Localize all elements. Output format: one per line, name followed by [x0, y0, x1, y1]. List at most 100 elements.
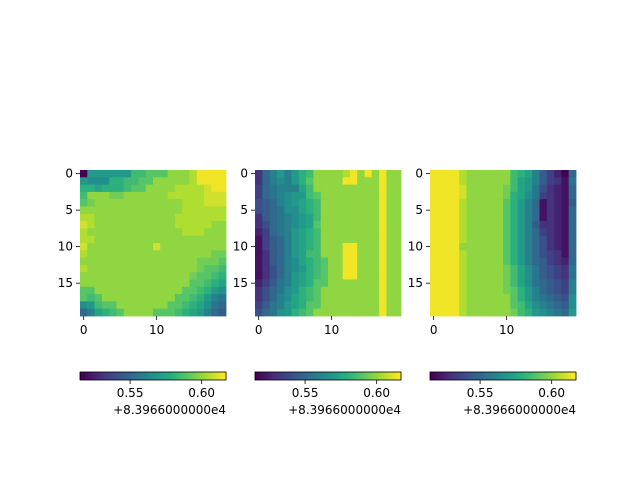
heatmap-cell — [481, 170, 489, 178]
heatmap-cell — [255, 191, 263, 200]
heatmap-cell — [510, 286, 518, 295]
heatmap-cell — [554, 184, 562, 193]
heatmap-cell — [87, 308, 95, 317]
heatmap-cell — [189, 191, 198, 200]
heatmap-cell — [349, 286, 358, 295]
heatmap-cell — [204, 250, 212, 258]
heatmap-cell — [291, 250, 300, 258]
heatmap-cell — [167, 286, 176, 295]
colorbar-segment — [481, 372, 485, 380]
heatmap-cell — [196, 184, 205, 193]
heatmap-cell — [291, 184, 300, 193]
heatmap-cell — [430, 250, 438, 258]
heatmap-cell — [138, 257, 147, 266]
heatmap-cell — [371, 294, 380, 302]
heatmap-cell — [342, 257, 351, 266]
colorbar-segment — [551, 372, 555, 380]
heatmap-cell — [568, 213, 577, 222]
heatmap-cell — [393, 279, 402, 288]
heatmap-cell — [546, 199, 555, 207]
heatmap-cell — [276, 243, 285, 251]
colorbar-segment — [111, 372, 115, 380]
heatmap-cell — [276, 213, 285, 222]
heatmap-cell — [87, 243, 95, 251]
heatmap-cell — [211, 272, 220, 280]
heatmap-cell — [80, 228, 88, 237]
heatmap-cell — [466, 286, 475, 295]
heatmap-cell — [466, 272, 475, 280]
heatmap-cell — [481, 294, 489, 302]
heatmap-cell — [371, 228, 380, 237]
heatmap-cell — [510, 250, 518, 258]
panel-1: 0 5 10 15 0 10 0.55 0.60 +8.3966000000e4 — [58, 167, 227, 417]
heatmap-cell — [167, 206, 176, 215]
heatmap-cell — [204, 235, 212, 244]
heatmap-cell — [109, 213, 117, 222]
heatmap-cell — [313, 250, 322, 258]
heatmap-cell — [444, 308, 453, 317]
colorbar-segment — [571, 372, 575, 380]
heatmap-cell — [532, 308, 540, 317]
heatmap-cell — [196, 221, 205, 229]
heatmap-cell — [255, 213, 263, 222]
heatmap-cell — [204, 228, 212, 237]
colorbar-segment — [170, 372, 173, 380]
heatmap-cell — [568, 243, 577, 251]
heatmap-cell — [269, 308, 278, 317]
heatmap-cell — [255, 170, 263, 178]
colorbar-segment — [99, 372, 103, 380]
heatmap-cell — [262, 294, 270, 302]
heatmap-cell — [291, 243, 300, 251]
heatmap-cell — [349, 177, 358, 185]
heatmap-cell — [546, 206, 555, 215]
heatmap-cell — [568, 206, 577, 215]
heatmap-cell — [320, 272, 329, 280]
heatmap-cell — [269, 170, 278, 178]
heatmap-cell — [131, 243, 139, 251]
heatmap-cell — [539, 191, 548, 200]
heatmap-cell — [335, 228, 343, 237]
colorbar-segment — [505, 372, 509, 380]
heatmap-cell — [349, 235, 358, 244]
colorbar-segment — [123, 372, 127, 380]
heatmap-cell — [335, 264, 343, 273]
heatmap-cell — [532, 272, 540, 280]
heatmap-cell — [306, 235, 314, 244]
heatmap-cell — [437, 191, 445, 200]
heatmap-cell — [123, 257, 132, 266]
heatmap-cell — [444, 213, 453, 222]
colorbar-segment — [549, 372, 553, 380]
heatmap-cell — [342, 279, 351, 288]
heatmap-cell — [481, 235, 489, 244]
heatmap-cell — [276, 264, 285, 273]
colorbar-segment — [573, 372, 577, 380]
heatmap-cell — [174, 170, 183, 178]
colorbar-segment — [196, 372, 200, 380]
colorbar-segment — [352, 372, 356, 380]
heatmap-cell — [335, 191, 343, 200]
heatmap-cell — [503, 279, 511, 288]
heatmap-cell — [211, 301, 220, 310]
heatmap-cell — [371, 264, 380, 273]
heatmap-cell — [116, 264, 125, 273]
heatmap-cell — [87, 286, 95, 295]
heatmap-cell — [473, 272, 482, 280]
heatmap-cell — [437, 301, 445, 310]
heatmap-cell — [532, 199, 540, 207]
heatmap-cell — [546, 279, 555, 288]
heatmap-cell — [182, 191, 190, 200]
colorbar-segment — [191, 372, 195, 380]
heatmap-cell — [554, 213, 562, 222]
heatmap-cell — [153, 308, 161, 317]
heatmap-cell — [182, 170, 190, 178]
heatmap-cell — [262, 279, 270, 288]
heatmap-cell — [473, 170, 482, 178]
colorbar-segment — [208, 372, 212, 380]
x-tick-label: 0 — [80, 323, 88, 337]
heatmap-cell — [313, 206, 322, 215]
heatmap-cell — [116, 272, 125, 280]
colorbar-segment — [94, 372, 98, 380]
heatmap-cell — [291, 170, 300, 178]
heatmap-cell — [123, 213, 132, 222]
colorbar-segment — [517, 372, 521, 380]
